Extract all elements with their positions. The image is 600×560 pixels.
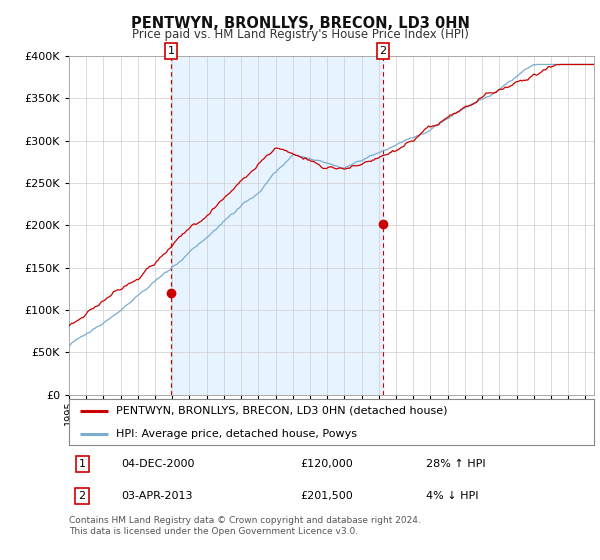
Text: PENTWYN, BRONLLYS, BRECON, LD3 0HN: PENTWYN, BRONLLYS, BRECON, LD3 0HN	[131, 16, 469, 31]
Bar	[171, 56, 383, 395]
Text: 1: 1	[79, 459, 86, 469]
Text: 28% ↑ HPI: 28% ↑ HPI	[426, 459, 485, 469]
Text: £201,500: £201,500	[300, 491, 353, 501]
Text: £120,000: £120,000	[300, 459, 353, 469]
Text: 4% ↓ HPI: 4% ↓ HPI	[426, 491, 479, 501]
Text: 2: 2	[380, 46, 387, 56]
Text: 04-DEC-2000: 04-DEC-2000	[121, 459, 195, 469]
Text: PENTWYN, BRONLLYS, BRECON, LD3 0HN (detached house): PENTWYN, BRONLLYS, BRECON, LD3 0HN (deta…	[116, 406, 448, 416]
Text: 1: 1	[167, 46, 175, 56]
Text: 03-APR-2013: 03-APR-2013	[121, 491, 193, 501]
Text: Contains HM Land Registry data © Crown copyright and database right 2024.
This d: Contains HM Land Registry data © Crown c…	[69, 516, 421, 536]
Text: Price paid vs. HM Land Registry's House Price Index (HPI): Price paid vs. HM Land Registry's House …	[131, 28, 469, 41]
Text: HPI: Average price, detached house, Powys: HPI: Average price, detached house, Powy…	[116, 429, 357, 438]
Text: 2: 2	[79, 491, 86, 501]
